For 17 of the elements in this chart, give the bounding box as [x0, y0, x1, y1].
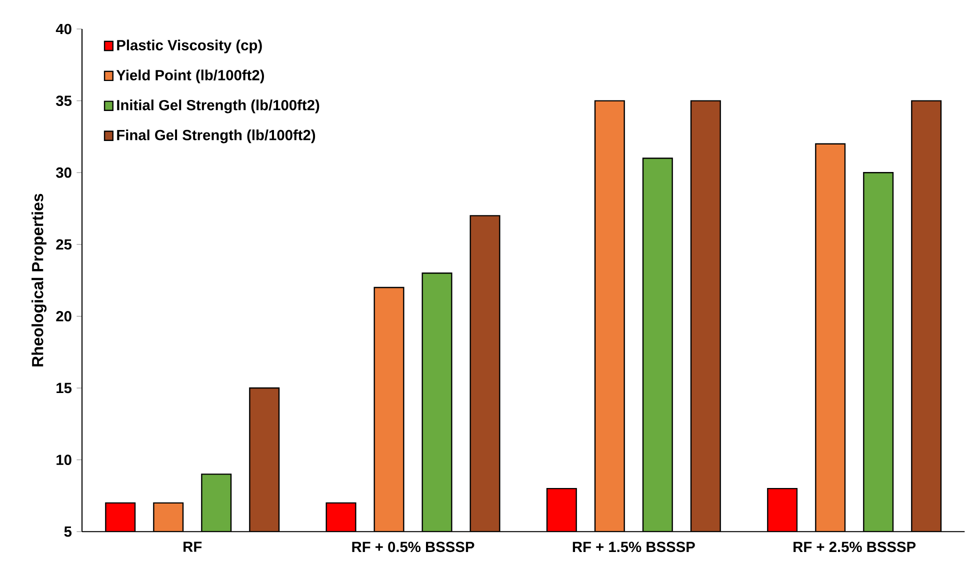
y-tick-label: 30 [56, 167, 72, 178]
y-tick-label: 10 [56, 454, 72, 466]
legend-label: Plastic Viscosity (cp) [117, 40, 262, 54]
y-tick-label: 15 [56, 382, 72, 394]
legend-label: Final Gel Strength (lb/100ft2) [117, 130, 316, 144]
y-tick-label: 20 [56, 311, 72, 322]
legend-label: Yield Point (lb/100ft2) [116, 70, 264, 84]
x-tick-label: RF + 1.5% BSSSP [572, 542, 695, 552]
x-tick-label: RF [184, 542, 202, 552]
legend-label: Initial Gel Strength (lb/100ft2) [117, 100, 320, 114]
y-tick-label: 5 [64, 526, 72, 537]
y-axis-title: Rheological Properties [32, 194, 46, 366]
y-tick-label: 25 [56, 239, 72, 250]
x-tick-label: RF + 0.5% BSSSP [352, 542, 474, 552]
y-tick-label: 35 [56, 96, 72, 106]
y-tick-label: 40 [56, 24, 72, 34]
x-tick-label: RF + 2.5% BSSSP [794, 542, 916, 552]
